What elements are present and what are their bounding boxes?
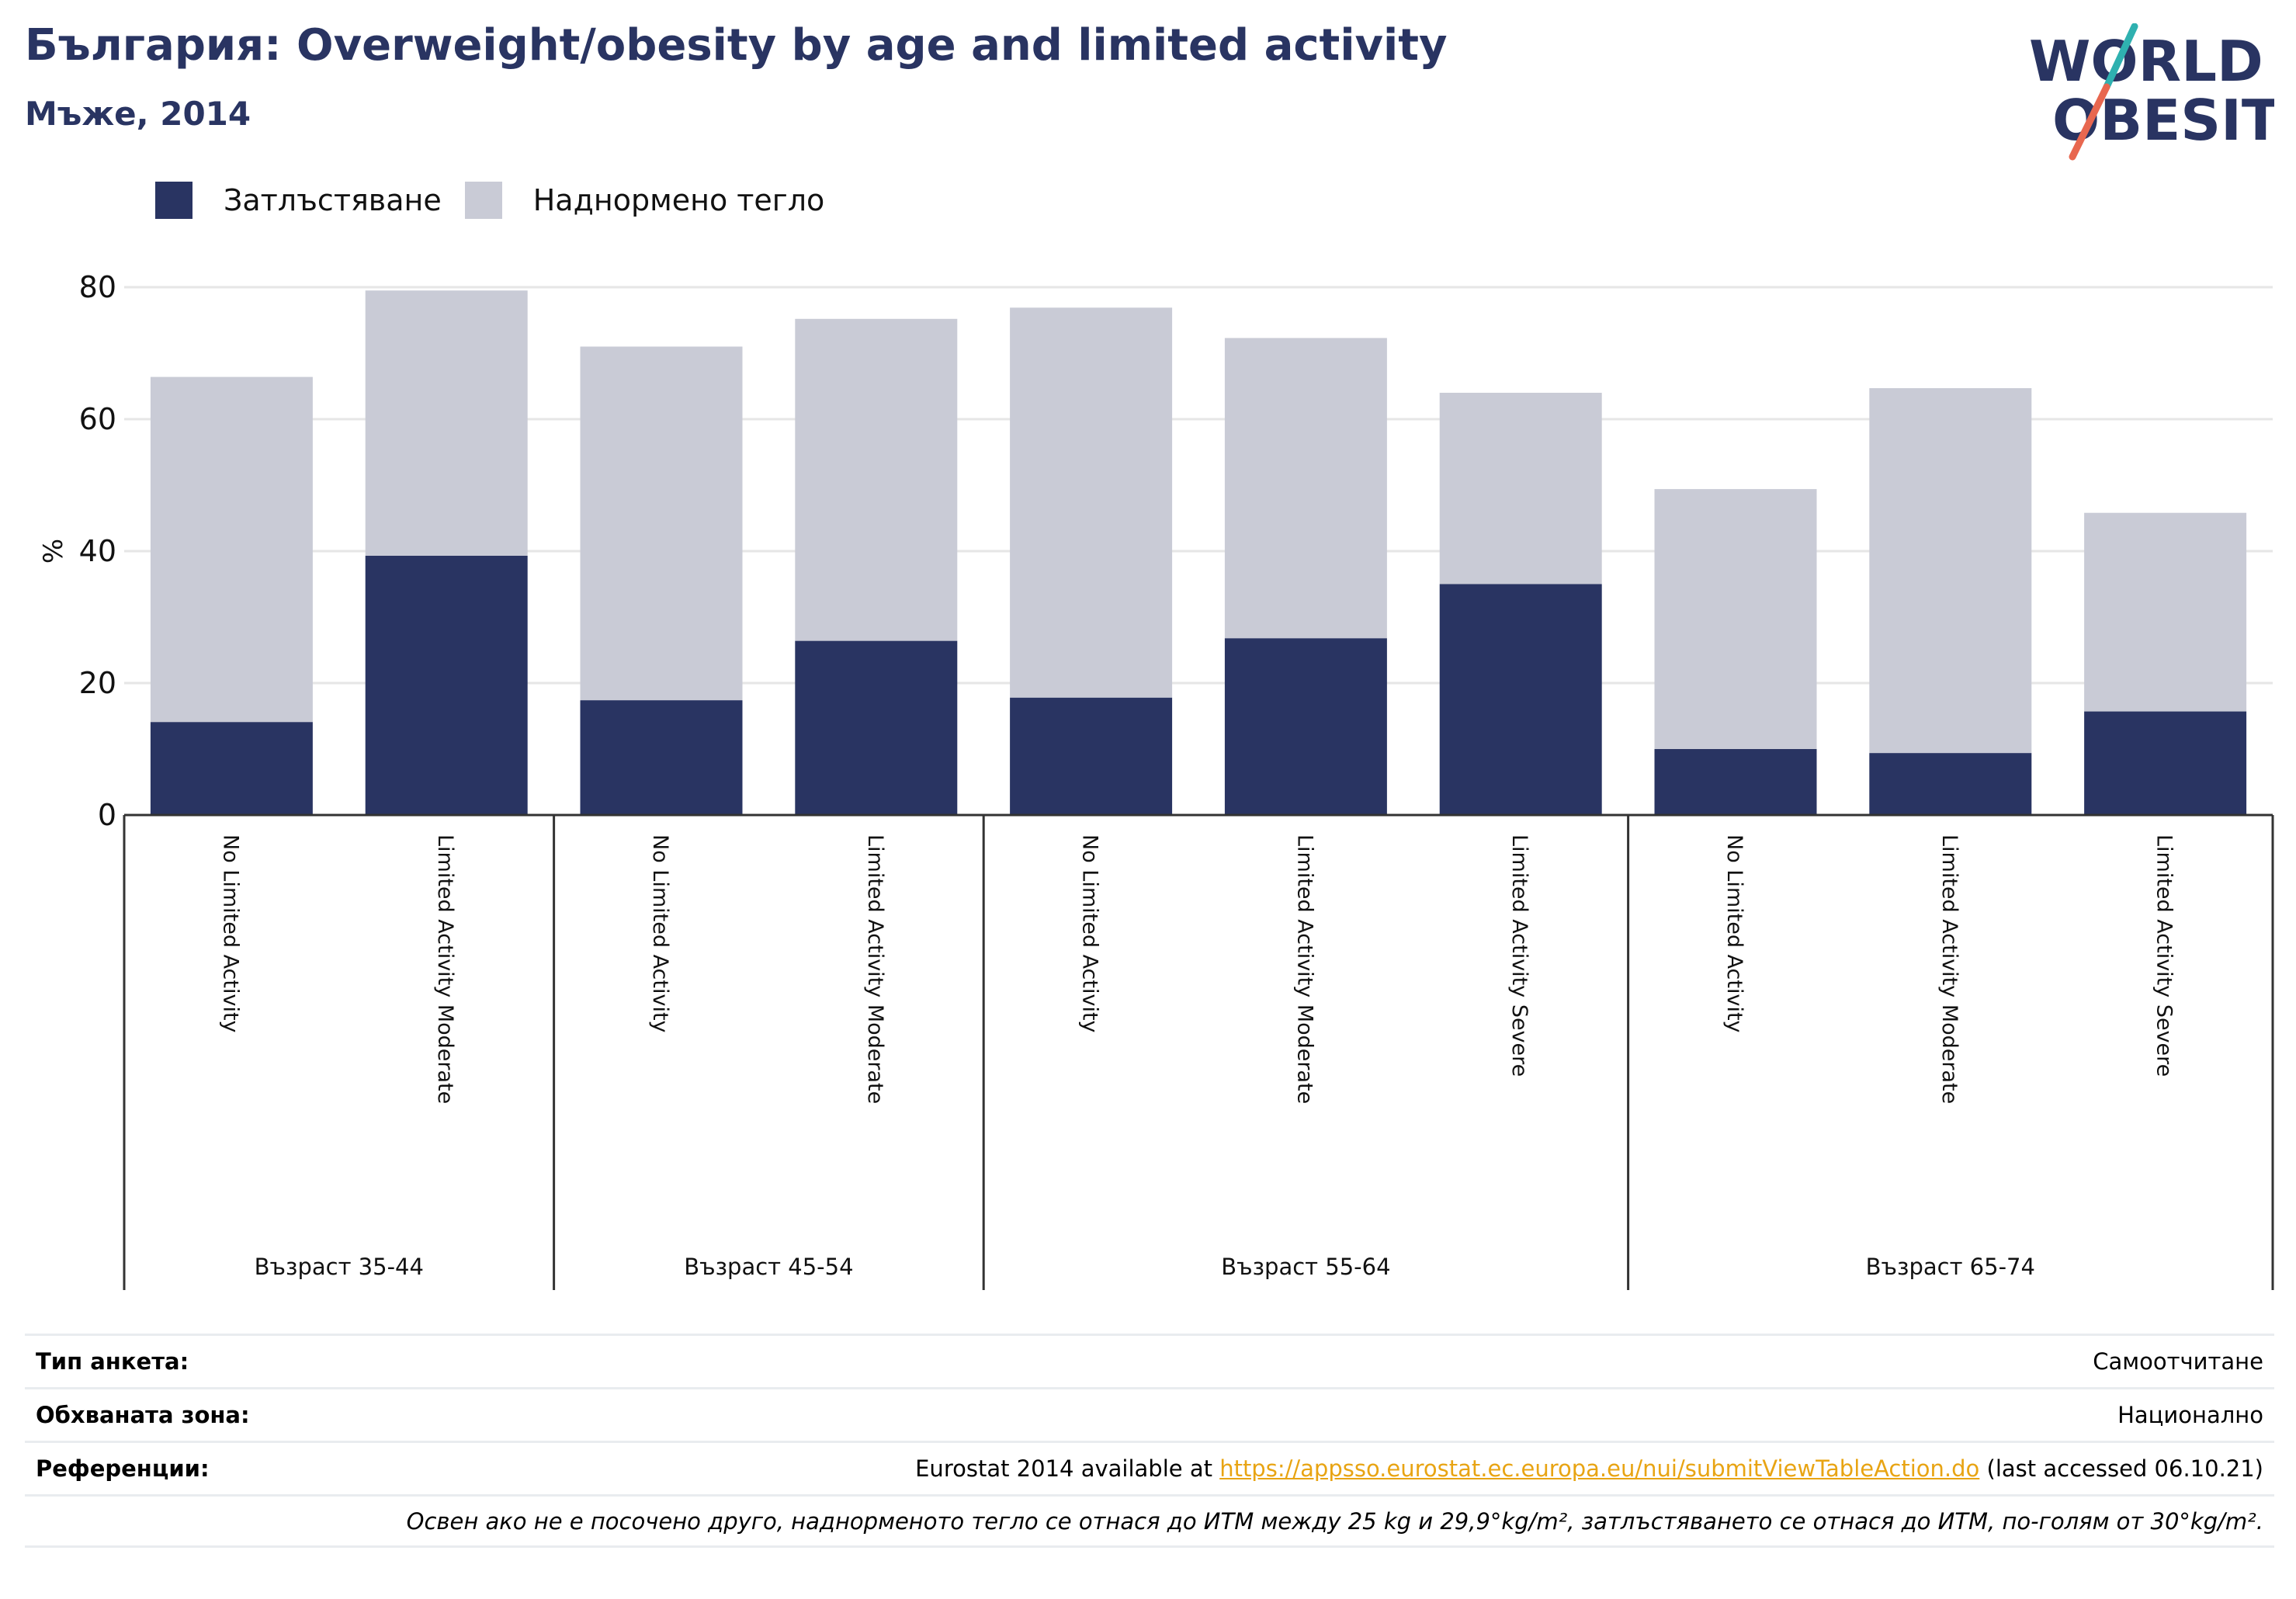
bar-overweight xyxy=(1869,388,2032,754)
info-row-coverage: Обхваната зона: Национално xyxy=(25,1387,2274,1441)
legend-label-obesity: Затлъстяване xyxy=(224,183,442,217)
survey-type-value: Самоотчитане xyxy=(2093,1348,2263,1375)
x-tick-label: No Limited Activity xyxy=(1078,834,1102,1033)
chart-title: България: Overweight/obesity by age and … xyxy=(25,20,1448,71)
svg-text:WORLD: WORLD xyxy=(2029,29,2263,94)
x-tick-label: Limited Activity Moderate xyxy=(1292,834,1316,1104)
footnote-text: Освен ако не е посочено друго, наднормен… xyxy=(406,1507,2263,1535)
bar-obesity xyxy=(580,700,743,815)
bar-obesity xyxy=(1654,749,1817,815)
legend-swatch-obesity xyxy=(155,182,192,219)
info-row-survey-type: Тип анкета: Самоотчитане xyxy=(25,1334,2274,1387)
bar-obesity xyxy=(1439,584,1602,815)
legend-swatch-overweight xyxy=(464,182,502,219)
bar-overweight xyxy=(1439,393,1602,584)
x-tick-label: Limited Activity Severe xyxy=(1507,834,1531,1077)
x-tick-label: Limited Activity Moderate xyxy=(433,834,457,1104)
world-obesity-logo: WORLD OBESITY xyxy=(2029,23,2274,161)
bar-overweight xyxy=(2084,512,2247,712)
group-label: Възраст 45-54 xyxy=(684,1254,853,1280)
y-tick-label: 40 xyxy=(79,534,116,568)
bar-obesity xyxy=(365,555,528,815)
legend-label-overweight: Наднормено тегло xyxy=(532,183,825,217)
survey-type-label: Тип анкета: xyxy=(36,1348,189,1375)
x-tick-label: Limited Activity Moderate xyxy=(1937,834,1961,1104)
bar-overweight xyxy=(150,376,313,723)
chart-legend: Затлъстяване Наднормено тегло xyxy=(155,179,848,222)
info-table: Тип анкета: Самоотчитане Обхваната зона:… xyxy=(25,1334,2274,1548)
bar-overweight xyxy=(580,346,743,701)
x-tick-label: No Limited Activity xyxy=(1722,834,1746,1033)
stacked-bar-chart: 0 20 40 60 80% No Limited Activity Limited Act… xyxy=(38,270,2274,1290)
bar-obesity xyxy=(1224,638,1387,815)
coverage-label: Обхваната зона: xyxy=(36,1402,250,1428)
info-row-footnote: Освен ако не е посочено друго, наднормен… xyxy=(25,1494,2274,1548)
y-tick-label: 60 xyxy=(79,402,116,436)
references-label: Референции: xyxy=(36,1455,210,1482)
references-value: Eurostat 2014 available at https://appss… xyxy=(915,1455,2263,1482)
bar-obesity xyxy=(2084,711,2247,815)
x-tick-label: Limited Activity Moderate xyxy=(863,834,887,1104)
bar-obesity xyxy=(150,722,313,815)
y-tick-label: 80 xyxy=(79,270,116,304)
coverage-value: Национално xyxy=(2117,1402,2263,1428)
y-tick-label: 0 xyxy=(98,798,116,832)
bar-obesity xyxy=(1010,697,1173,815)
x-tick-label: No Limited Activity xyxy=(218,834,242,1033)
y-tick-label: 20 xyxy=(79,666,116,700)
references-prefix: Eurostat 2014 available at xyxy=(915,1455,1220,1482)
group-label: Възраст 35-44 xyxy=(255,1254,424,1280)
group-label: Възраст 55-64 xyxy=(1221,1254,1390,1280)
bar-overweight xyxy=(365,290,528,556)
references-link[interactable]: https://appsso.eurostat.ec.europa.eu/nui… xyxy=(1219,1455,1980,1482)
chart-subtitle: Мъже, 2014 xyxy=(25,95,251,133)
bar-obesity xyxy=(1869,753,2032,815)
y-axis-label: % xyxy=(38,539,69,564)
bar-overweight xyxy=(1224,338,1387,639)
bar-overweight xyxy=(1654,489,1817,749)
x-tick-label: No Limited Activity xyxy=(648,834,672,1033)
info-row-references: Референции: Eurostat 2014 available at h… xyxy=(25,1441,2274,1494)
x-tick-label: Limited Activity Severe xyxy=(2152,834,2176,1077)
references-suffix: (last accessed 06.10.21) xyxy=(1979,1455,2264,1482)
bar-overweight xyxy=(1010,307,1173,698)
bar-obesity xyxy=(795,640,958,815)
bar-overweight xyxy=(795,318,958,641)
group-label: Възраст 65-74 xyxy=(1866,1254,2035,1280)
